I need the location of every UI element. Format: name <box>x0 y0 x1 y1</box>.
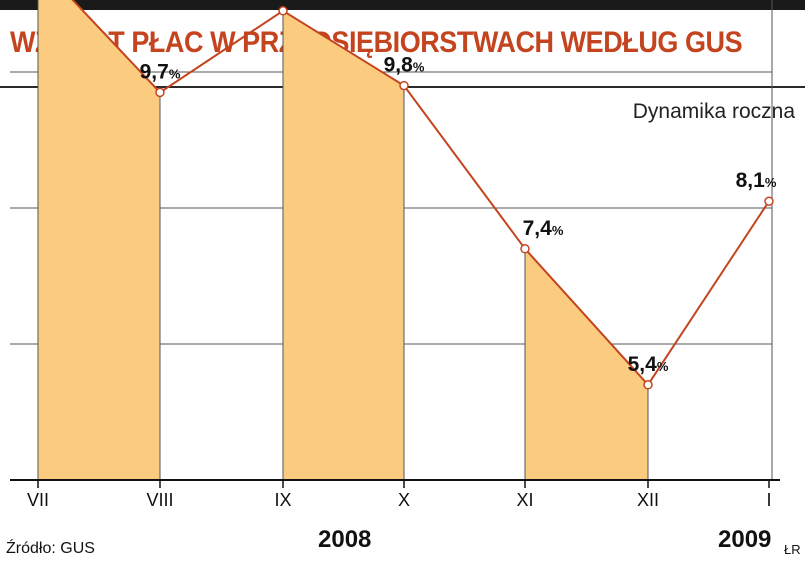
x-tick-label: IX <box>274 490 291 510</box>
x-tick-label: XII <box>637 490 659 510</box>
x-tick-label: XI <box>516 490 533 510</box>
x-tick-label: VIII <box>146 490 173 510</box>
top-bar <box>0 0 805 10</box>
source-note: Źródło: GUS <box>6 540 95 557</box>
data-label: 8,1% <box>736 169 777 192</box>
year-label-2009: 2009 <box>718 526 772 553</box>
year-label-2008: 2008 <box>318 526 372 553</box>
data-point <box>520 244 530 254</box>
data-label: 9,7% <box>140 60 181 83</box>
author-credit: ŁR <box>784 542 801 557</box>
data-label: 9,8% <box>384 54 425 77</box>
data-label: 7,4% <box>523 217 564 240</box>
data-point <box>764 196 774 206</box>
data-point <box>643 380 653 390</box>
shaded-area <box>525 248 648 480</box>
x-tick-label: I <box>766 490 771 510</box>
data-label: 5,4% <box>628 353 669 376</box>
data-point <box>155 87 165 98</box>
x-tick-label: VII <box>27 490 49 510</box>
shaded-area <box>283 10 404 481</box>
chart-subtitle: Dynamika roczna <box>632 100 795 123</box>
data-label: 10,9% <box>257 0 310 2</box>
data-point <box>399 80 409 91</box>
data-point <box>278 6 288 16</box>
shaded-area <box>38 0 160 480</box>
x-tick-label: X <box>398 490 410 510</box>
chart-title: WZROST PŁAC W PRZEDSIĘBIORSTWACH WEDŁUG … <box>10 26 743 59</box>
